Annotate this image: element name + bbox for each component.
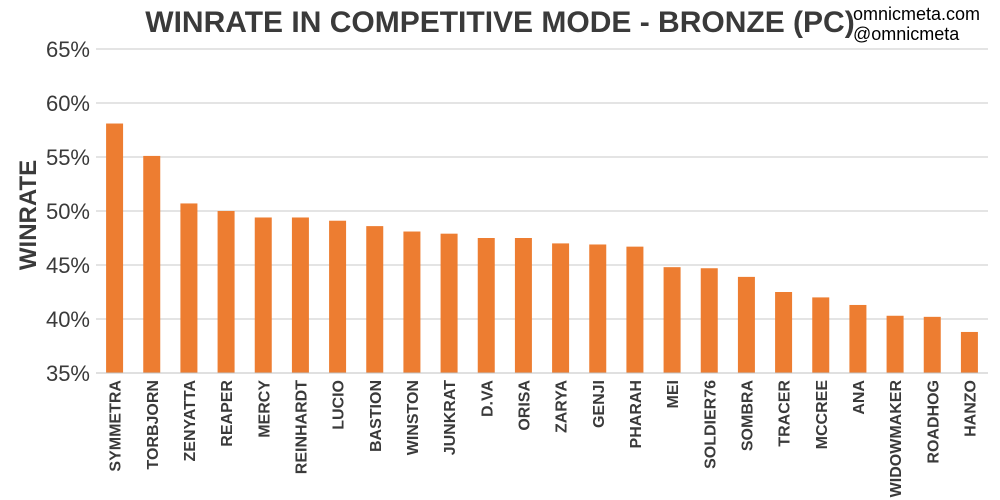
y-axis-label: WINRATE (15, 160, 42, 270)
y-tick-labels: 35% 40% 45% 50% 55% 60% 65% (46, 37, 90, 386)
bar-lucio (329, 220, 347, 373)
bar-reinhardt (291, 217, 309, 373)
category-label: TRACER (777, 380, 794, 447)
category-label: ZARYA (554, 380, 571, 433)
category-label: WINSTON (405, 380, 422, 455)
chart-title: WINRATE IN COMPETITIVE MODE - BRONZE (PC… (145, 6, 854, 39)
bar-widowmaker (886, 315, 904, 373)
category-label: ZENYATTA (182, 380, 199, 462)
category-label: ANA (851, 380, 868, 415)
category-label: ROADHOG (925, 380, 942, 464)
bar-pharah (626, 246, 644, 373)
bar-tracer (775, 292, 793, 373)
watermark-site: omnicmeta.com (852, 4, 980, 24)
bar-ana (849, 304, 867, 373)
bar-roadhog (923, 316, 941, 373)
category-label: SYMMETRA (108, 380, 125, 472)
bar-genji (589, 244, 607, 373)
watermark-handle: @omnicmeta (852, 24, 960, 44)
y-tick-label: 50% (46, 199, 90, 224)
y-tick-label: 40% (46, 307, 90, 332)
bar-torbjorn (143, 155, 161, 373)
category-label: HANZO (962, 380, 979, 437)
category-label: MERCY (256, 380, 273, 438)
category-labels: SYMMETRA TORBJORN ZENYATTA REAPER MERCY REINH… (108, 380, 980, 498)
category-label: REAPER (219, 380, 236, 447)
bar-orisa (514, 238, 532, 373)
category-label: SOMBRA (739, 380, 756, 452)
category-label: BASTION (368, 380, 385, 452)
category-label: TORBJORN (145, 380, 162, 470)
category-label: REINHARDT (293, 380, 310, 474)
category-label: JUNKRAT (442, 380, 459, 455)
category-label: ORISA (516, 380, 533, 431)
bar-mercy (254, 217, 272, 373)
bar-symmetra (106, 123, 124, 374)
category-label: WIDOWMAKER (888, 380, 905, 498)
watermark: omnicmeta.com @omnicmeta (853, 4, 980, 44)
bars (106, 123, 978, 374)
bar-mei (663, 267, 681, 373)
bar-zenyatta (180, 203, 198, 373)
bar-soldier76 (700, 268, 718, 373)
category-label: MEI (665, 380, 682, 408)
category-label: SOLDIER76 (702, 380, 719, 469)
y-tick-label: 45% (46, 253, 90, 278)
gridlines (96, 48, 988, 374)
y-tick-label: 35% (46, 361, 90, 386)
category-label: LUCIO (331, 380, 348, 430)
category-label: MCCREE (814, 380, 831, 450)
bar-hanzo (960, 331, 978, 373)
category-label: GENJI (591, 380, 608, 428)
bar-winston (403, 231, 421, 373)
category-label: D.VA (479, 380, 496, 417)
bar-junkrat (440, 233, 458, 373)
bar-reaper (217, 211, 235, 373)
bar-bastion (366, 226, 384, 373)
y-tick-label: 55% (46, 145, 90, 170)
bar-mccree (812, 297, 830, 373)
bar-dva (477, 238, 495, 373)
y-tick-label: 65% (46, 37, 90, 62)
category-label: PHARAH (628, 380, 645, 448)
bar-sombra (737, 276, 755, 373)
bar-zarya (552, 243, 570, 373)
y-tick-label: 60% (46, 91, 90, 116)
